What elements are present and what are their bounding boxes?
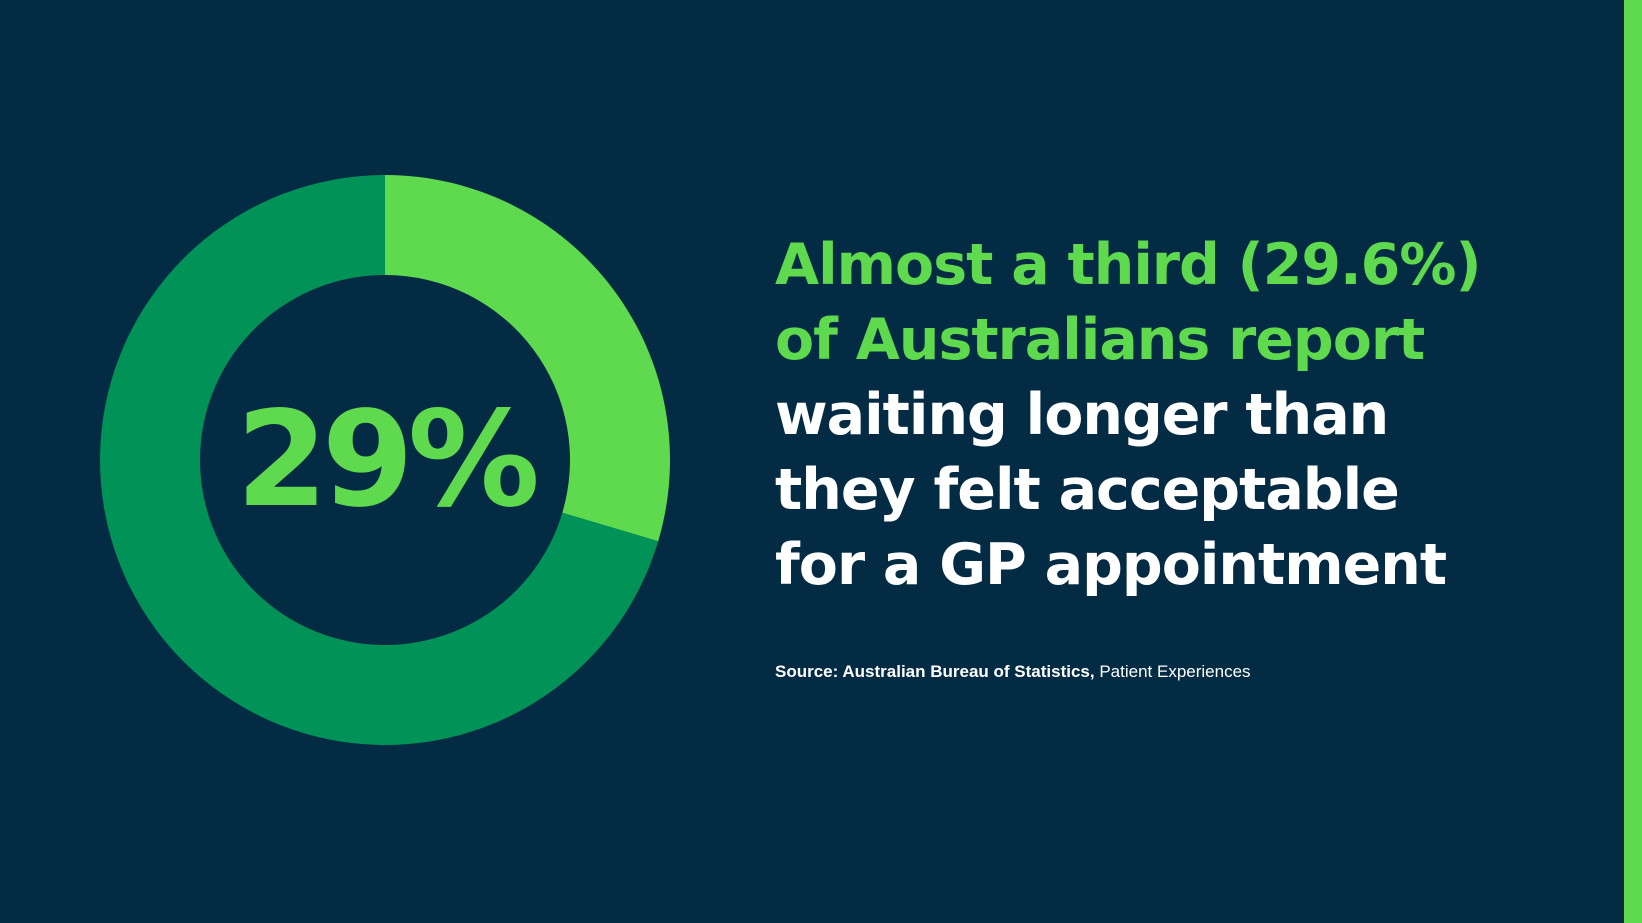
headline-line-2: of Australians report <box>775 307 1425 373</box>
donut-center-label: 29% <box>236 383 540 537</box>
headline-line-4: they felt acceptable <box>775 457 1400 523</box>
donut-chart: 29% <box>100 175 670 745</box>
donut-slice-2 <box>100 175 659 745</box>
donut-slice-1 <box>385 175 670 542</box>
accent-bar <box>1624 0 1642 923</box>
source-title: Patient Experiences <box>1094 662 1251 681</box>
donut-svg <box>100 175 670 745</box>
headline-line-5: for a GP appointment <box>775 532 1447 598</box>
headline-line-1: Almost a third (29.6%) <box>775 232 1482 298</box>
headline: Almost a third (29.6%) of Australians re… <box>775 228 1535 603</box>
source-label: Source: Australian Bureau of Statistics, <box>775 662 1095 681</box>
headline-line-3: waiting longer than <box>775 382 1389 448</box>
source-citation: Source: Australian Bureau of Statistics,… <box>775 662 1251 682</box>
